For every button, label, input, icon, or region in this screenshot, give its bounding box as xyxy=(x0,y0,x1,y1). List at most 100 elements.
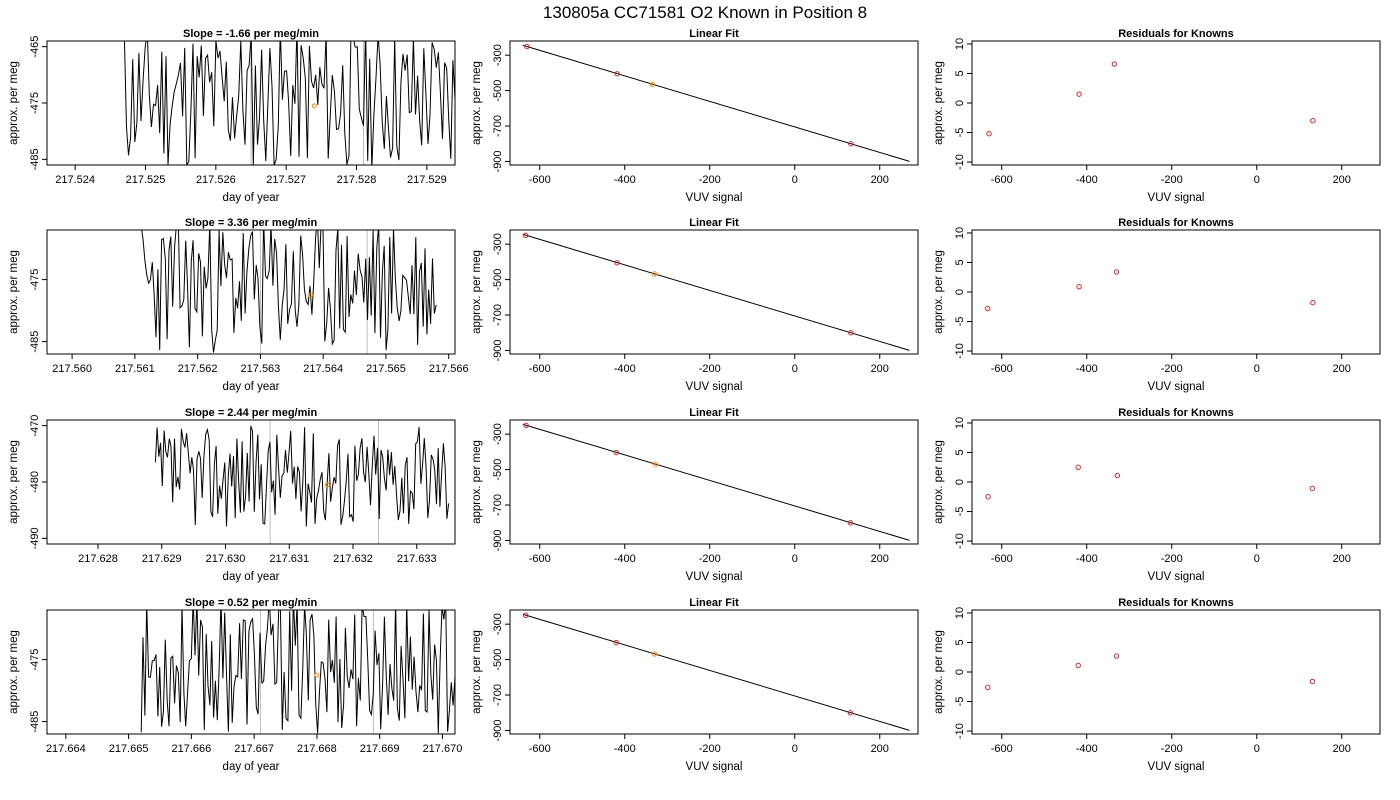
plot-area xyxy=(522,612,910,731)
x-tick-label: 217.630 xyxy=(206,553,246,565)
plot-area xyxy=(141,230,437,354)
y-tick-label: -485 xyxy=(29,331,41,353)
panel-title: Linear Fit xyxy=(689,28,739,40)
panel-4-1: Slope = 0.52 per meg/min 217.664 217.665 21… xyxy=(8,597,462,773)
panel-1-1: Slope = -1.66 per meg/min 217.524 217.525 2… xyxy=(8,28,456,204)
mean-marker-point xyxy=(314,672,320,678)
y-tick-label: 0 xyxy=(954,100,966,106)
x-tick-label: 217.664 xyxy=(46,743,86,755)
y-tick-label: -300 xyxy=(492,423,504,445)
x-tick-label: 217.665 xyxy=(109,743,149,755)
y-tick-label: -900 xyxy=(492,719,504,741)
data-trace-line xyxy=(141,230,437,353)
panel-title: Slope = 0.52 per meg/min xyxy=(185,597,318,609)
x-tick-label: 217.667 xyxy=(234,743,274,755)
mean-marker-point xyxy=(311,103,317,109)
plot-area xyxy=(522,43,910,162)
x-tick-label: 200 xyxy=(871,553,889,565)
y-tick-label: -5 xyxy=(954,317,966,327)
plot-area xyxy=(140,610,455,734)
y-axis-label: approx. per meg xyxy=(8,630,20,714)
x-tick-label: 0 xyxy=(792,743,798,755)
x-tick-label: 217.670 xyxy=(423,743,463,755)
y-tick-label: -500 xyxy=(492,269,504,291)
y-tick-label: 10 xyxy=(954,227,966,239)
data-point xyxy=(613,449,619,456)
data-point xyxy=(985,305,991,312)
panel-1-2: Linear Fit -600 -400 -200 0 200 -300 -500 -700 -9… xyxy=(471,28,919,204)
x-axis-label: day of year xyxy=(223,381,280,393)
fit-line xyxy=(522,233,910,351)
x-tick-label: 217.563 xyxy=(241,363,281,375)
y-tick-label: -485 xyxy=(29,711,41,733)
x-tick-label: 217.632 xyxy=(333,553,373,565)
y-tick-label: -5 xyxy=(954,697,966,707)
x-tick-label: 217.668 xyxy=(297,743,337,755)
x-tick-label: 0 xyxy=(1254,553,1260,565)
x-tick-label: 217.524 xyxy=(55,174,95,186)
y-tick-label: -700 xyxy=(492,684,504,706)
x-tick-label: 0 xyxy=(1254,174,1260,186)
y-tick-label: -485 xyxy=(29,148,41,170)
x-tick-label: -600 xyxy=(991,553,1013,565)
panels-grid: Slope = -1.66 per meg/min 217.524 217.525 2… xyxy=(8,28,1381,773)
y-tick-label: 10 xyxy=(954,38,966,50)
data-point xyxy=(651,651,658,657)
y-tick-label: 0 xyxy=(954,289,966,295)
x-tick-label: -400 xyxy=(614,174,636,186)
x-axis-label: day of year xyxy=(223,571,280,583)
x-tick-label: -200 xyxy=(699,743,721,755)
y-tick-label: -475 xyxy=(29,649,41,671)
panel-title: Linear Fit xyxy=(689,597,739,609)
x-tick-label: 217.560 xyxy=(52,363,92,375)
data-point xyxy=(1310,299,1316,306)
data-point xyxy=(1075,464,1081,470)
plot-frame xyxy=(509,229,919,355)
data-point xyxy=(1309,678,1316,685)
x-tick-label: 217.525 xyxy=(126,174,166,186)
x-tick-label: -600 xyxy=(529,553,551,565)
data-point xyxy=(651,271,658,277)
x-tick-label: 0 xyxy=(792,363,798,375)
fit-line xyxy=(522,613,910,731)
x-axis-label: day of year xyxy=(223,761,280,773)
y-axis-label: approx. per meg xyxy=(8,440,20,524)
x-tick-label: -400 xyxy=(1076,743,1098,755)
plot-area xyxy=(522,422,910,541)
y-tick-label: 5 xyxy=(954,70,966,76)
y-tick-label: 10 xyxy=(954,607,966,619)
x-tick-label: 217.529 xyxy=(407,174,447,186)
panel-3-2: Linear Fit -600 -400 -200 0 200 -300 -500 -700 -9… xyxy=(471,407,919,583)
y-tick-label: 5 xyxy=(954,259,966,265)
panel-4-3: Residuals for Knowns -600 -400 -200 0 200 10 5 0… xyxy=(933,597,1381,773)
x-tick-label: -200 xyxy=(1161,553,1183,565)
y-tick-label: -500 xyxy=(492,459,504,481)
data-point xyxy=(1075,662,1081,669)
x-tick-label: -400 xyxy=(614,743,636,755)
x-tick-label: 217.564 xyxy=(303,363,343,375)
x-tick-label: -600 xyxy=(529,174,551,186)
data-point xyxy=(1076,91,1082,97)
x-tick-label: 0 xyxy=(792,553,798,565)
x-tick-label: -400 xyxy=(1076,553,1098,565)
data-point xyxy=(1310,118,1316,124)
x-tick-label: 200 xyxy=(871,743,889,755)
data-point xyxy=(523,232,529,239)
figure-title: 130805a CC71581 O2 Known in Position 8 xyxy=(543,3,867,22)
plot-frame xyxy=(971,229,1381,355)
y-tick-label: -480 xyxy=(29,471,41,493)
panel-2-1: Slope = 3.36 per meg/min 217.560 217.561 21… xyxy=(8,217,469,393)
x-tick-label: -200 xyxy=(1161,363,1183,375)
y-tick-label: -500 xyxy=(492,80,504,102)
x-tick-label: 217.565 xyxy=(366,363,406,375)
y-tick-label: 5 xyxy=(954,639,966,645)
x-axis-label: VUV signal xyxy=(1148,192,1205,204)
y-tick-label: -475 xyxy=(29,269,41,291)
panel-title: Linear Fit xyxy=(689,407,739,419)
data-point xyxy=(847,710,854,716)
plot-area xyxy=(154,420,450,544)
data-point xyxy=(1114,472,1121,479)
fit-line xyxy=(522,44,910,162)
x-tick-label: 200 xyxy=(1333,743,1351,755)
